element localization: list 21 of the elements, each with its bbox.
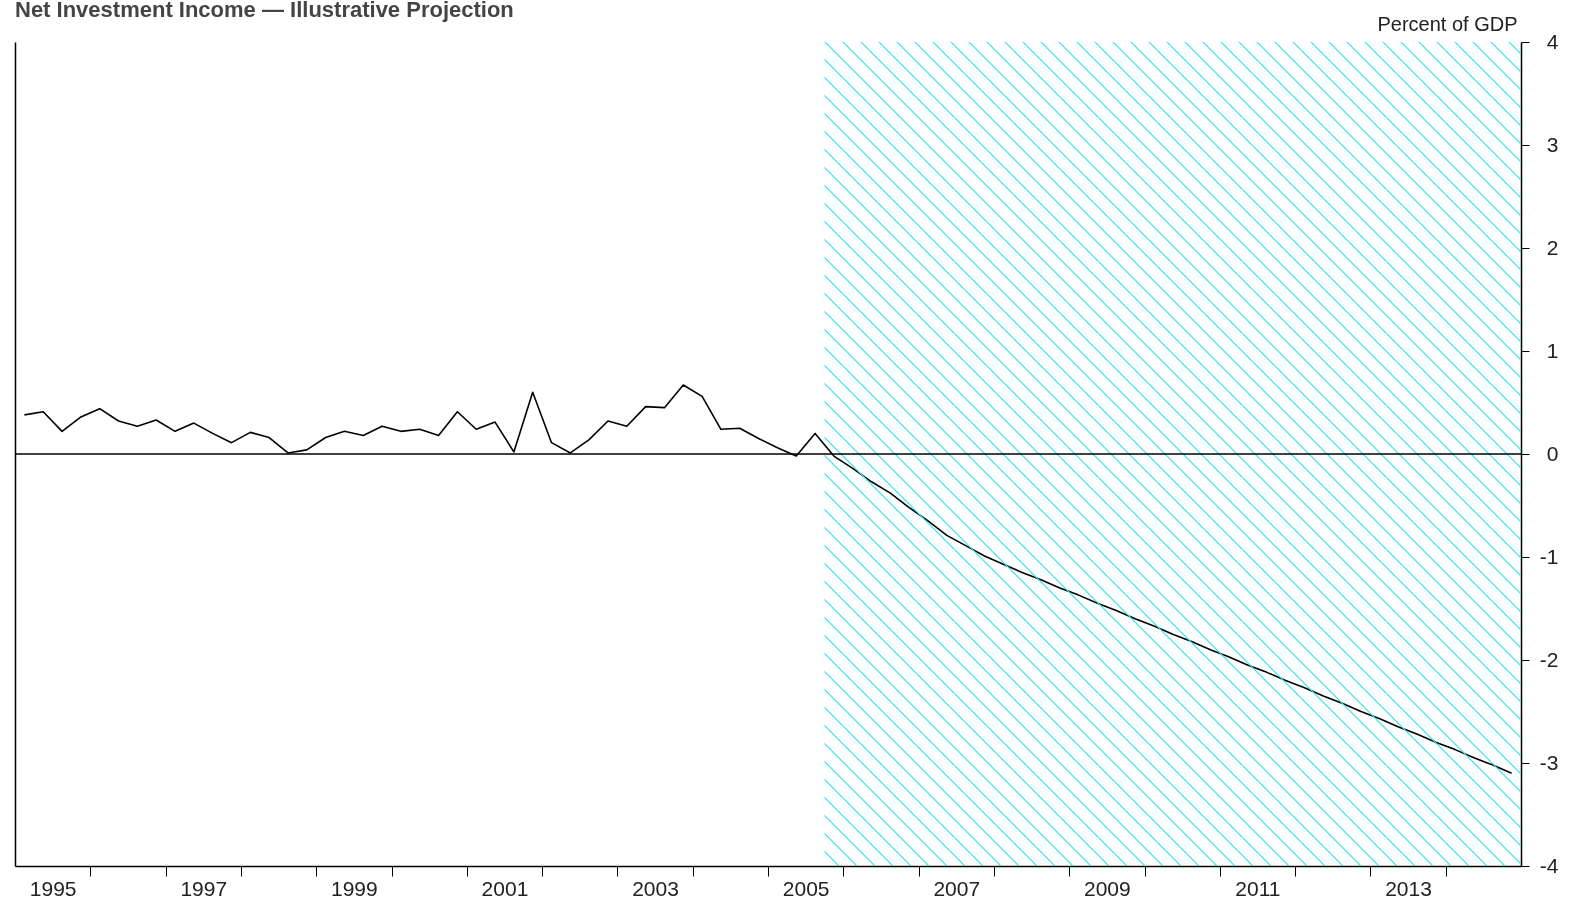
x-tick-label: 2001 bbox=[481, 876, 529, 900]
x-tick-label: 2007 bbox=[933, 876, 981, 900]
y-tick-label: 2 bbox=[1546, 235, 1559, 259]
y-tick-label: -4 bbox=[1539, 853, 1559, 877]
x-tick-label: 1997 bbox=[180, 876, 228, 900]
y-tick-label: 1 bbox=[1546, 338, 1559, 362]
chart-title: Net Investment Income — Illustrative Projection bbox=[15, 0, 514, 22]
y-tick-label: 0 bbox=[1546, 441, 1559, 465]
y-tick-label: 4 bbox=[1546, 29, 1559, 53]
y-tick-label: -2 bbox=[1539, 647, 1559, 671]
x-tick-label: 2003 bbox=[632, 876, 679, 900]
x-tick-label: 2005 bbox=[782, 876, 830, 900]
y-tick-label: -1 bbox=[1539, 544, 1559, 568]
y-tick-label: -3 bbox=[1539, 750, 1559, 774]
x-tick-label: 2013 bbox=[1385, 876, 1432, 900]
y-axis-title: Percent of GDP bbox=[1377, 12, 1518, 35]
x-tick-label: 2011 bbox=[1235, 876, 1281, 900]
x-tick-label: 1999 bbox=[330, 876, 378, 900]
x-tick-label: 1995 bbox=[29, 876, 77, 900]
y-tick-label: 3 bbox=[1546, 132, 1559, 156]
x-tick-label: 2009 bbox=[1083, 876, 1131, 900]
